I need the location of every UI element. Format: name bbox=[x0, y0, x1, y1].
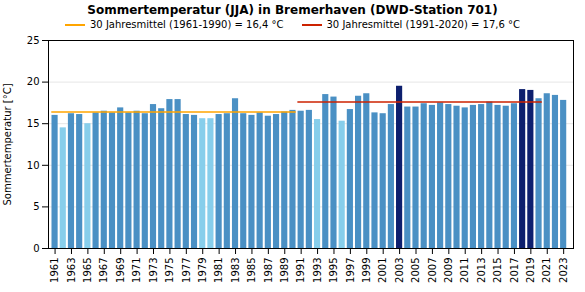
svg-text:25: 25 bbox=[27, 35, 40, 46]
html-text:Sommertemperatur (JJA) in Brem: Sommertemperatur (JJA) in Bremerhaven (D… bbox=[87, 3, 498, 17]
svg-text:1977: 1977 bbox=[181, 258, 192, 283]
svg-text:1981: 1981 bbox=[213, 258, 224, 283]
svg-text:1975: 1975 bbox=[164, 258, 175, 283]
svg-text:1989: 1989 bbox=[279, 258, 290, 283]
svg-text:20: 20 bbox=[27, 76, 40, 87]
svg-text:2021: 2021 bbox=[541, 258, 552, 283]
svg-text:0: 0 bbox=[33, 243, 39, 254]
svg-text:2007: 2007 bbox=[427, 258, 438, 283]
svg-text:2003: 2003 bbox=[394, 258, 405, 283]
svg-text:15: 15 bbox=[27, 118, 40, 129]
html-text:30 Jahresmittel (1991-2020) =: 30 Jahresmittel (1991-2020) = 17,6 °C bbox=[326, 19, 520, 30]
svg-text:2023: 2023 bbox=[558, 258, 569, 283]
svg-text:1961: 1961 bbox=[49, 258, 60, 283]
svg-text:1999: 1999 bbox=[361, 258, 372, 283]
svg-text:2017: 2017 bbox=[509, 258, 520, 283]
svg-text:2013: 2013 bbox=[476, 258, 487, 283]
svg-text:1963: 1963 bbox=[66, 258, 77, 283]
svg-text:Sommertemperatur [°C]: Sommertemperatur [°C] bbox=[2, 83, 13, 205]
svg-text:1967: 1967 bbox=[98, 258, 109, 283]
svg-text:1973: 1973 bbox=[148, 258, 159, 283]
svg-text:2005: 2005 bbox=[410, 258, 421, 283]
svg-text:10: 10 bbox=[27, 160, 40, 171]
svg-text:1985: 1985 bbox=[246, 258, 257, 283]
svg-text:1991: 1991 bbox=[295, 258, 306, 283]
svg-text:2015: 2015 bbox=[492, 258, 503, 283]
svg-text:1971: 1971 bbox=[131, 258, 142, 283]
svg-text:1969: 1969 bbox=[115, 258, 126, 283]
svg-text:1995: 1995 bbox=[328, 258, 339, 283]
html-text:30 Jahresmittel (1961-1990) =: 30 Jahresmittel (1961-1990) = 16,4 °C bbox=[90, 19, 284, 30]
svg-text:2011: 2011 bbox=[459, 258, 470, 283]
svg-text:1997: 1997 bbox=[345, 258, 356, 283]
svg-text:1979: 1979 bbox=[197, 258, 208, 283]
svg-text:2019: 2019 bbox=[525, 258, 536, 283]
svg-text:5: 5 bbox=[33, 201, 39, 212]
svg-text:1987: 1987 bbox=[263, 258, 274, 283]
svg-text:2001: 2001 bbox=[377, 258, 388, 283]
svg-text:1993: 1993 bbox=[312, 258, 323, 283]
svg-text:1983: 1983 bbox=[230, 258, 241, 283]
svg-text:2009: 2009 bbox=[443, 258, 454, 283]
svg-text:1965: 1965 bbox=[82, 258, 93, 283]
